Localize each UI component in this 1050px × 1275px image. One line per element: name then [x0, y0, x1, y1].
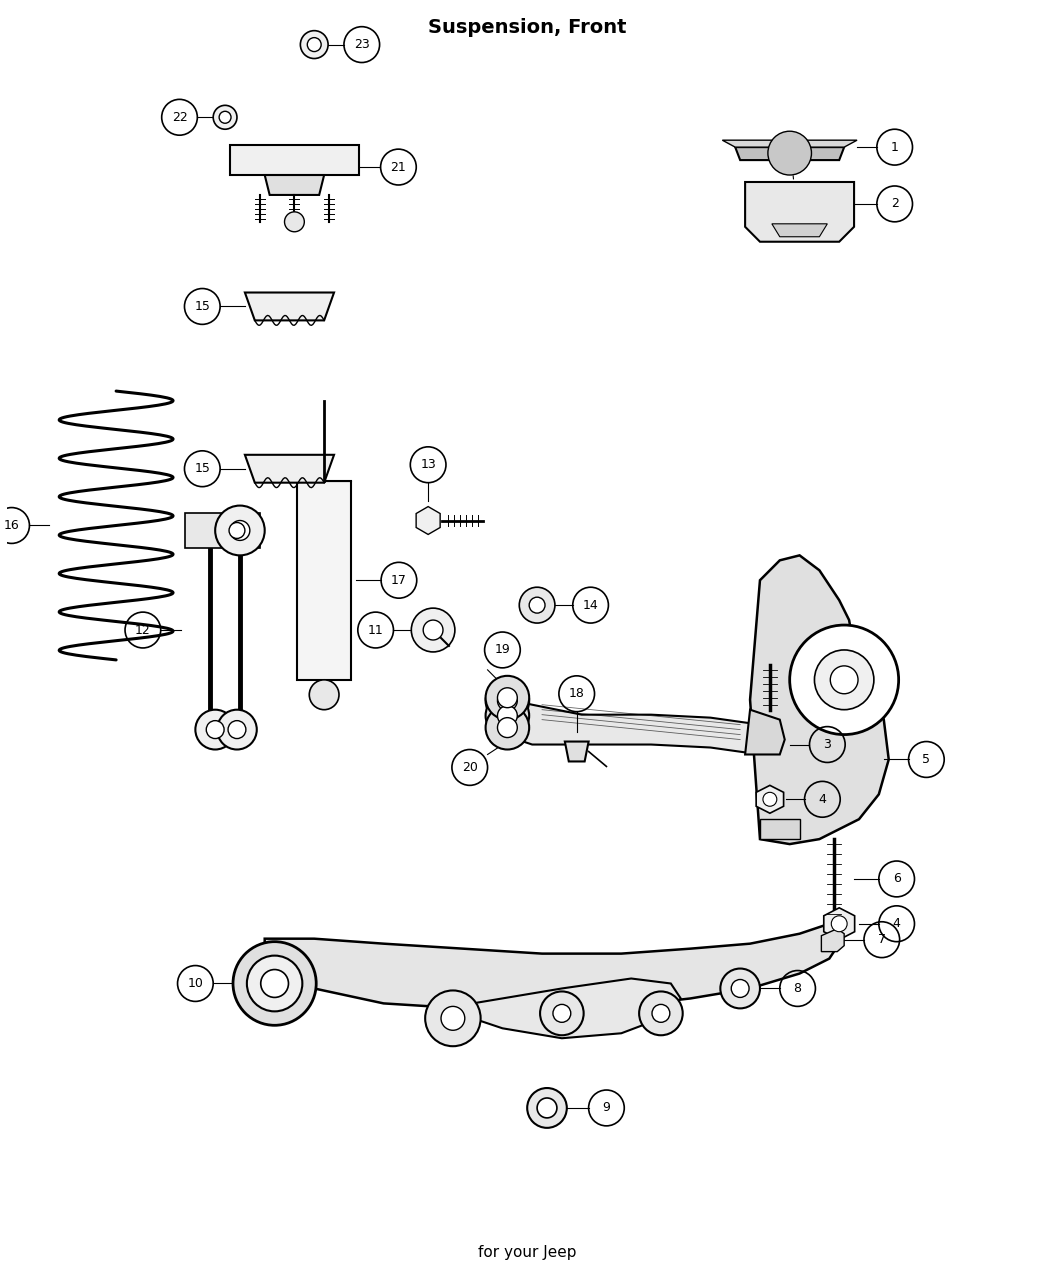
- Circle shape: [441, 1006, 465, 1030]
- Polygon shape: [750, 556, 888, 844]
- Circle shape: [529, 597, 545, 613]
- Circle shape: [423, 620, 443, 640]
- Text: 22: 22: [171, 111, 187, 124]
- Text: for your Jeep: for your Jeep: [478, 1244, 576, 1260]
- Polygon shape: [821, 928, 844, 951]
- Circle shape: [310, 680, 339, 710]
- Circle shape: [639, 992, 682, 1035]
- Circle shape: [425, 991, 481, 1047]
- Polygon shape: [297, 481, 352, 680]
- Text: 4: 4: [818, 793, 826, 806]
- Circle shape: [217, 710, 257, 750]
- Polygon shape: [746, 710, 784, 755]
- Text: 18: 18: [569, 687, 585, 700]
- Polygon shape: [565, 742, 589, 761]
- Text: 8: 8: [794, 982, 801, 994]
- Text: 1: 1: [890, 140, 899, 154]
- Circle shape: [520, 588, 555, 623]
- Circle shape: [219, 111, 231, 124]
- Text: 2: 2: [890, 198, 899, 210]
- Text: 16: 16: [4, 519, 20, 532]
- Circle shape: [485, 676, 529, 719]
- Text: Suspension, Front: Suspension, Front: [428, 18, 627, 37]
- Circle shape: [285, 212, 304, 232]
- Polygon shape: [245, 455, 334, 483]
- Circle shape: [229, 523, 245, 538]
- Polygon shape: [760, 820, 800, 839]
- Text: 13: 13: [420, 458, 436, 472]
- Text: 10: 10: [188, 977, 204, 989]
- Circle shape: [720, 969, 760, 1009]
- Text: 12: 12: [135, 623, 151, 636]
- Polygon shape: [735, 147, 844, 161]
- Circle shape: [815, 650, 874, 710]
- Text: 19: 19: [495, 644, 510, 657]
- Polygon shape: [772, 224, 827, 237]
- Polygon shape: [487, 695, 770, 755]
- Circle shape: [498, 705, 518, 725]
- Circle shape: [790, 625, 899, 734]
- Text: 6: 6: [892, 872, 901, 885]
- Polygon shape: [230, 145, 359, 175]
- Circle shape: [300, 31, 328, 59]
- Circle shape: [195, 710, 235, 750]
- Polygon shape: [722, 140, 857, 147]
- Circle shape: [247, 955, 302, 1011]
- Circle shape: [485, 694, 529, 737]
- Text: 23: 23: [354, 38, 370, 51]
- Text: 21: 21: [391, 161, 406, 173]
- Circle shape: [213, 106, 237, 129]
- Circle shape: [731, 979, 749, 997]
- Text: 14: 14: [583, 599, 598, 612]
- Polygon shape: [186, 513, 259, 548]
- Text: 7: 7: [878, 933, 886, 946]
- Text: 3: 3: [823, 738, 832, 751]
- Text: 9: 9: [603, 1102, 610, 1114]
- Polygon shape: [443, 978, 680, 1038]
- Circle shape: [831, 666, 858, 694]
- Circle shape: [228, 720, 246, 738]
- Polygon shape: [824, 908, 855, 940]
- Circle shape: [498, 718, 518, 737]
- Polygon shape: [746, 182, 854, 242]
- Text: 5: 5: [922, 754, 930, 766]
- Circle shape: [498, 687, 518, 708]
- Circle shape: [763, 792, 777, 806]
- Text: 4: 4: [892, 917, 901, 931]
- Polygon shape: [756, 785, 783, 813]
- Circle shape: [308, 38, 321, 51]
- Polygon shape: [245, 292, 334, 320]
- Text: 11: 11: [368, 623, 383, 636]
- Text: 15: 15: [194, 300, 210, 312]
- Text: 17: 17: [391, 574, 406, 586]
- Circle shape: [230, 520, 250, 541]
- Circle shape: [540, 992, 584, 1035]
- Polygon shape: [265, 175, 324, 195]
- Circle shape: [412, 608, 455, 652]
- Circle shape: [832, 915, 847, 932]
- Text: 15: 15: [194, 463, 210, 476]
- Polygon shape: [416, 506, 440, 534]
- Circle shape: [553, 1005, 571, 1023]
- Circle shape: [538, 1098, 556, 1118]
- Polygon shape: [265, 924, 839, 1009]
- Circle shape: [498, 691, 518, 710]
- Text: 20: 20: [462, 761, 478, 774]
- Circle shape: [768, 131, 812, 175]
- Circle shape: [652, 1005, 670, 1023]
- Circle shape: [485, 705, 529, 750]
- Circle shape: [215, 506, 265, 556]
- Circle shape: [233, 942, 316, 1025]
- Circle shape: [260, 969, 289, 997]
- Circle shape: [206, 720, 224, 738]
- Circle shape: [485, 678, 529, 723]
- Circle shape: [527, 1088, 567, 1128]
